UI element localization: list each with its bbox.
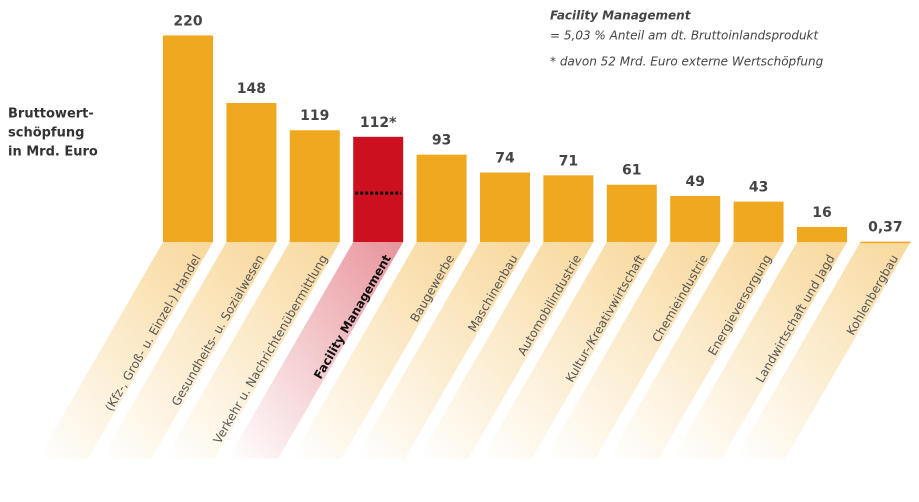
label-band [735,242,911,459]
label-band [164,242,340,459]
bar [416,154,467,242]
bar [606,184,657,242]
value-label: 61 [622,163,641,179]
label-band [672,242,847,459]
y-label: Bruttowert- [8,107,94,122]
label-band [291,242,467,459]
value-label: 220 [173,13,202,29]
label-band [608,242,784,459]
value-label: 49 [685,174,704,190]
value-label: 0,37 [868,220,903,236]
bar [353,136,404,242]
bar [797,226,847,242]
label-band [545,242,721,459]
label-band [355,242,530,459]
bar [733,201,784,242]
label-band [38,242,213,459]
value-label: 93 [432,133,451,149]
value-label: 112* [360,115,397,131]
y-label: in Mrd. Euro [8,145,98,160]
value-label: 119 [300,108,329,124]
y-label: schöpfung [8,126,84,141]
bar [289,130,340,242]
annotation: Facility Management [550,9,692,23]
bar [670,195,721,242]
value-label: 16 [812,205,831,221]
annotation: * davon 52 Mrd. Euro externe Wertschöpfu… [550,55,824,69]
value-label: 148 [237,81,266,97]
value-label: 71 [559,153,578,169]
label-band [418,242,594,459]
bar [860,241,911,244]
bar [543,175,594,242]
value-label: 74 [495,151,515,167]
bar [163,35,213,243]
annotation: = 5,03 % Anteil am dt. Bruttoinlandsprod… [550,29,820,43]
label-band [481,242,657,459]
bar [480,172,530,242]
label-band [101,242,277,459]
value-label: 43 [749,180,768,196]
bar [226,103,277,242]
label-band [228,242,404,459]
